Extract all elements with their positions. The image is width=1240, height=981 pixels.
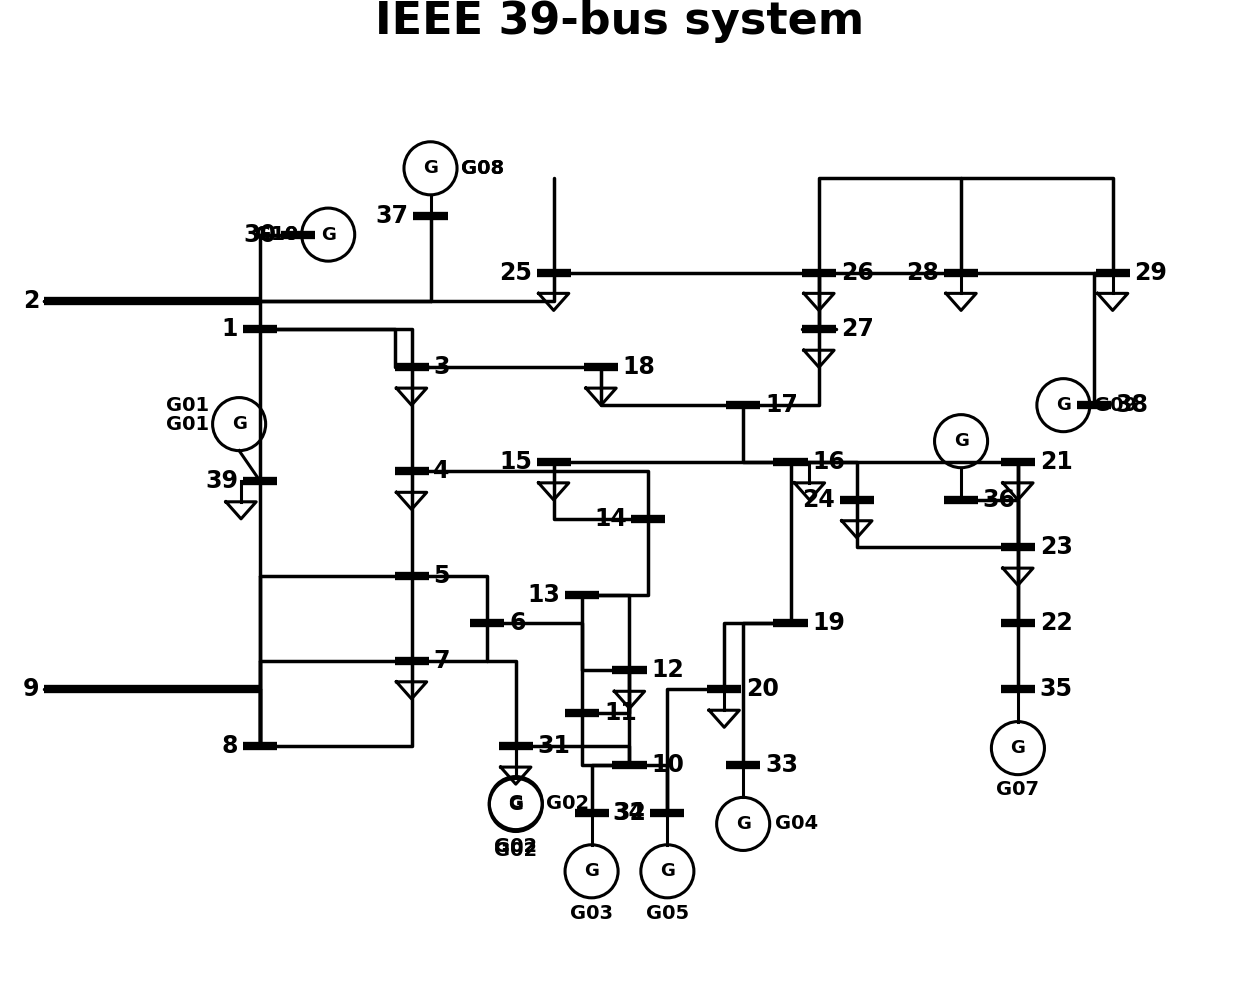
Text: 12: 12 <box>651 658 684 683</box>
Text: 27: 27 <box>841 318 874 341</box>
Text: 5: 5 <box>433 564 450 588</box>
Text: G08: G08 <box>461 159 503 178</box>
Text: 21: 21 <box>1039 450 1073 474</box>
Text: 34: 34 <box>613 800 646 825</box>
Text: G: G <box>508 794 523 812</box>
Title: IEEE 39-bus system: IEEE 39-bus system <box>376 0 864 43</box>
Text: 6: 6 <box>510 611 526 635</box>
Text: 10: 10 <box>651 753 684 777</box>
Text: G: G <box>735 815 750 833</box>
Text: 23: 23 <box>1039 536 1073 559</box>
Text: G: G <box>1011 739 1025 757</box>
Text: 2: 2 <box>22 289 40 313</box>
Text: 28: 28 <box>906 261 939 284</box>
Text: G10: G10 <box>254 225 298 244</box>
Text: 25: 25 <box>498 261 532 284</box>
Text: 37: 37 <box>376 204 409 228</box>
Text: 22: 22 <box>1039 611 1073 635</box>
Text: 35: 35 <box>1039 678 1073 701</box>
Text: 33: 33 <box>765 753 799 777</box>
Text: G01: G01 <box>166 395 208 415</box>
Text: 17: 17 <box>765 393 797 417</box>
Text: G: G <box>423 159 438 178</box>
Text: 36: 36 <box>983 488 1016 512</box>
Text: G02: G02 <box>546 794 589 812</box>
Text: G: G <box>508 796 523 814</box>
Text: 1: 1 <box>222 318 238 341</box>
Text: 7: 7 <box>433 649 450 673</box>
Text: G04: G04 <box>775 814 818 834</box>
Text: G09: G09 <box>1094 395 1137 415</box>
Text: G08: G08 <box>461 159 503 178</box>
Text: G01: G01 <box>166 415 208 434</box>
Text: 15: 15 <box>498 450 532 474</box>
Text: G: G <box>584 862 599 880</box>
Text: 29: 29 <box>1135 261 1167 284</box>
Text: 19: 19 <box>812 611 846 635</box>
Text: G: G <box>232 415 247 433</box>
Text: G02: G02 <box>495 841 537 860</box>
Text: 18: 18 <box>622 355 656 380</box>
Text: 20: 20 <box>746 678 779 701</box>
Text: 11: 11 <box>604 701 636 725</box>
Text: G: G <box>954 433 968 450</box>
Text: G10: G10 <box>254 225 298 244</box>
Text: 13: 13 <box>527 583 560 606</box>
Text: G05: G05 <box>646 904 689 922</box>
Text: 30: 30 <box>243 223 277 246</box>
Text: 8: 8 <box>222 734 238 758</box>
Text: G02: G02 <box>495 837 537 856</box>
Text: G: G <box>321 226 336 243</box>
Text: G07: G07 <box>997 780 1039 800</box>
Text: 31: 31 <box>538 734 570 758</box>
Text: 32: 32 <box>614 800 646 825</box>
Text: 24: 24 <box>802 488 835 512</box>
Text: 16: 16 <box>812 450 846 474</box>
Text: 26: 26 <box>841 261 874 284</box>
Text: G: G <box>660 862 675 880</box>
Text: 9: 9 <box>22 678 40 701</box>
Text: 39: 39 <box>205 469 238 493</box>
Text: 14: 14 <box>594 507 626 531</box>
Text: G03: G03 <box>570 904 613 922</box>
Text: 38: 38 <box>1116 393 1148 417</box>
Text: 4: 4 <box>433 459 450 484</box>
Text: G: G <box>1056 396 1071 414</box>
Text: 3: 3 <box>433 355 450 380</box>
